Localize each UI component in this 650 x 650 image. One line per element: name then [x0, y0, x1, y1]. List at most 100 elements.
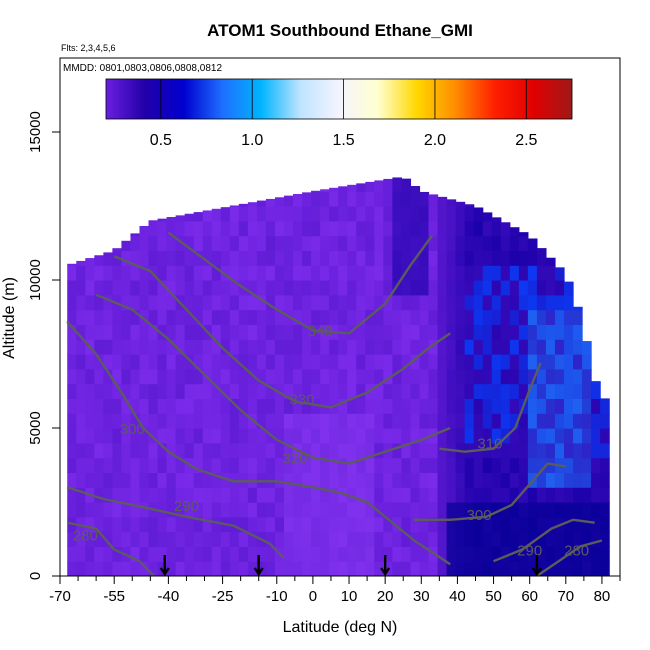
heatmap-cell: [302, 516, 312, 533]
heatmap-cell: [554, 339, 565, 355]
heatmap-cell: [356, 368, 366, 385]
heatmap-cell: [220, 250, 231, 266]
heatmap-cell: [419, 516, 430, 533]
heatmap-cell: [76, 265, 86, 281]
heatmap-cell: [130, 339, 141, 355]
heatmap-cell: [347, 398, 357, 414]
heatmap-cell: [238, 531, 249, 547]
heatmap-cell: [320, 383, 330, 399]
heatmap-cell: [464, 204, 475, 207]
heatmap-cell: [536, 413, 547, 429]
heatmap-cell: [509, 324, 520, 340]
heatmap-cell: [437, 206, 448, 222]
heatmap-cell: [374, 561, 384, 576]
heatmap-cell: [338, 398, 348, 414]
heatmap-cell: [284, 206, 294, 222]
heatmap-cell: [410, 186, 421, 192]
heatmap-cell: [139, 225, 150, 237]
heatmap-cell: [464, 354, 475, 370]
heatmap-cell: [392, 561, 403, 576]
heatmap-cell: [284, 250, 294, 266]
heatmap-cell: [564, 383, 574, 399]
heatmap-cell: [94, 398, 104, 414]
heatmap-cell: [256, 502, 267, 518]
heatmap-cell: [446, 324, 457, 340]
heatmap-cell: [311, 280, 321, 296]
heatmap-cell: [211, 502, 222, 518]
heatmap-cell: [329, 294, 339, 311]
heatmap-cell: [329, 191, 339, 207]
heatmap-cell: [554, 324, 565, 340]
heatmap-cell: [85, 561, 95, 576]
heatmap-cell: [157, 413, 168, 429]
heatmap-cell: [284, 516, 294, 533]
heatmap-cell: [157, 383, 168, 399]
heatmap-cell: [591, 546, 601, 562]
heatmap-cell: [329, 546, 339, 562]
heatmap-cell: [94, 428, 104, 444]
heatmap-cell: [202, 531, 213, 547]
heatmap-cell: [130, 265, 141, 281]
heatmap-cell: [392, 531, 403, 547]
heatmap-cell: [211, 531, 222, 547]
flight-arrow-head: [253, 567, 264, 577]
heatmap-cell: [392, 457, 403, 473]
heatmap-cell: [103, 457, 113, 473]
heatmap-cell: [247, 516, 258, 533]
heatmap-cell: [455, 368, 466, 385]
heatmap-cell: [293, 354, 303, 370]
heatmap-cell: [509, 235, 520, 251]
heatmap-cell: [229, 516, 240, 533]
heatmap-cell: [67, 280, 77, 296]
heatmap-cell: [473, 294, 484, 311]
heatmap-cell: [265, 206, 276, 222]
heatmap-cell: [491, 457, 502, 473]
heatmap-cell: [229, 220, 240, 237]
heatmap-cell: [356, 502, 366, 518]
heatmap-cell: [356, 324, 366, 340]
heatmap-cell: [166, 502, 177, 518]
heatmap-cell: [437, 457, 448, 473]
heatmap-cell: [238, 398, 249, 414]
heatmap-cell: [545, 531, 556, 547]
heatmap-cell: [265, 265, 276, 281]
heatmap-cell: [392, 413, 403, 429]
heatmap-cell: [329, 502, 339, 518]
heatmap-cell: [338, 265, 348, 281]
heatmap-cell: [401, 294, 412, 311]
contour-label: 300: [467, 507, 492, 524]
heatmap-cell: [356, 546, 366, 562]
heatmap-cell: [392, 354, 403, 370]
heatmap-cell: [545, 561, 556, 576]
heatmap-cell: [518, 502, 529, 518]
heatmap-cell: [311, 457, 321, 473]
heatmap-cell: [293, 280, 303, 296]
heatmap-cell: [410, 265, 421, 281]
heatmap-cell: [509, 227, 520, 237]
heatmap-cell: [491, 472, 502, 488]
heatmap-cell: [582, 531, 592, 547]
heatmap-cell: [545, 309, 556, 325]
plot-frame: [59, 57, 621, 577]
heatmap-cell: [293, 194, 303, 207]
heatmap-cell: [473, 502, 484, 518]
heatmap-cell: [338, 502, 348, 518]
heatmap-cell: [220, 220, 231, 237]
heatmap-cell: [554, 398, 565, 414]
heatmap-cell: [311, 368, 321, 385]
x-tick-label: -10: [266, 588, 288, 605]
heatmap-cell: [482, 546, 493, 562]
heatmap-cell: [302, 294, 312, 311]
heatmap-cell: [392, 250, 403, 266]
heatmap-cell: [148, 561, 159, 576]
heatmap-cell: [428, 457, 439, 473]
heatmap-cell: [338, 428, 348, 444]
heatmap-cell: [220, 457, 231, 473]
heatmap-cell: [392, 339, 403, 355]
heatmap-cell: [184, 398, 195, 414]
heatmap-cell: [383, 294, 393, 311]
heatmap-cell: [419, 561, 430, 576]
heatmap-cell: [121, 280, 132, 296]
heatmap-cell: [419, 546, 430, 562]
